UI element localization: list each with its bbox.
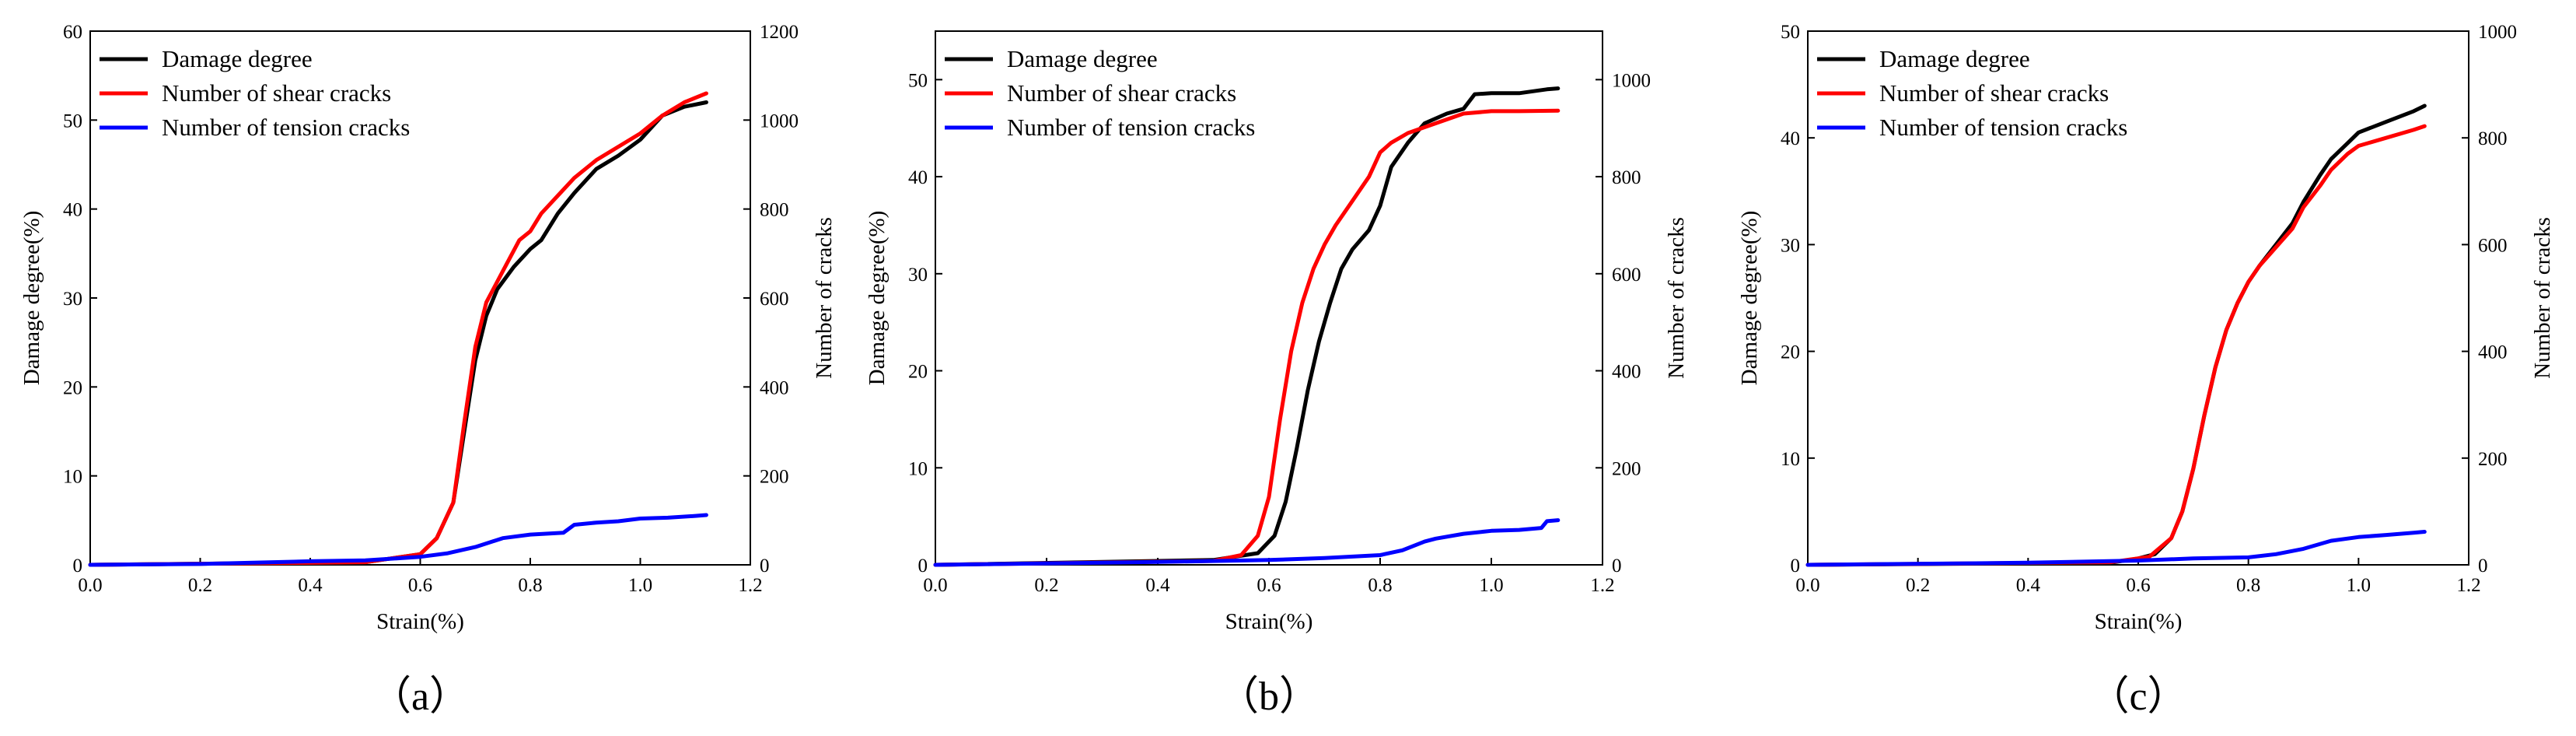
panel-a-y-tick-label: 30: [63, 289, 82, 310]
panel-c-y-tick-label: 40: [1781, 128, 1800, 149]
panel-a-y-tick-label: 20: [63, 377, 82, 398]
panel-b-y-tick-label: 0: [918, 556, 928, 577]
panel-a-x-tick-label: 0.6: [408, 575, 432, 596]
panel-a-y2-tick-label: 800: [760, 200, 789, 221]
panel-c-x-axis-title: Strain(%): [2095, 609, 2183, 634]
panel-c-x-tick-label: 1.0: [2347, 575, 2371, 596]
panel-a-legend-label-3: Number of tension cracks: [162, 114, 410, 141]
panel-b-legend-label-3: Number of tension cracks: [1007, 114, 1255, 141]
panel-c-y-tick-label: 0: [1791, 556, 1801, 577]
panel-b: 0.0 0.2 0.4 0.6 0.8 1.0 1.20102030405002004006…: [865, 30, 1689, 719]
panel-c-x-tick-label: 0.8: [2236, 575, 2260, 596]
panel-b-y-tick-label: 10: [908, 458, 928, 479]
panel-a-series-3-line: [88, 513, 708, 567]
panel-b-x-tick-label: 0.2: [1034, 575, 1058, 596]
panel-c-y2-tick-label: 0: [2478, 556, 2488, 577]
panel-a-caption: （a）: [371, 675, 470, 719]
panel-a: 0.0 0.2 0.4 0.6 0.8 1.0 1.20102030405060020040…: [19, 22, 837, 719]
panel-b-y2-tick-label: 800: [1612, 167, 1641, 188]
panel-a-y-tick-label: 50: [63, 110, 82, 131]
panel-b-legend-label-1: Damage degree: [1007, 45, 1158, 72]
panel-b-y2-tick-label: 1000: [1612, 70, 1651, 91]
panel-b-x-tick-label: 0.4: [1145, 575, 1170, 596]
panel-b-y2-tick-label: 0: [1612, 556, 1622, 577]
panel-c-y2-tick-label: 400: [2478, 342, 2508, 363]
panel-a-plot-frame: [89, 30, 751, 566]
panel-a-y2-axis-title: Number of cracks: [812, 217, 837, 379]
panel-c-x-tick-label: 1.2: [2456, 575, 2480, 596]
panel-b-y2-axis-title: Number of cracks: [1664, 217, 1689, 379]
panel-a-y2-tick-label: 1200: [760, 22, 799, 43]
panel-b-y-tick-label: 20: [908, 362, 928, 383]
panel-b-legend-label-2: Number of shear cracks: [1007, 79, 1236, 107]
panel-a-y2-tick-label: 200: [760, 467, 789, 488]
panel-c-plot-frame: [1807, 30, 2469, 566]
panel-c-legend-label-2: Number of shear cracks: [1879, 79, 2109, 107]
panel-a-x-tick-label: 1.0: [628, 575, 652, 596]
panel-c-y2-axis-title: Number of cracks: [2530, 217, 2555, 379]
panel-b-y-tick-label: 40: [908, 167, 928, 188]
panel-a-x-tick-label: 0.0: [78, 575, 102, 596]
panel-b-x-tick-label: 0.8: [1368, 575, 1392, 596]
panel-a-legend-label-2: Number of shear cracks: [162, 79, 391, 107]
panel-c-y-tick-label: 50: [1781, 22, 1800, 43]
panel-a-legend-label-1: Damage degree: [162, 45, 313, 72]
panel-b-series-3-line: [933, 518, 1561, 567]
panel-b-x-tick-label: 0.0: [923, 575, 947, 596]
panel-b-y-tick-label: 50: [908, 70, 928, 91]
panel-b-y2-tick-label: 400: [1612, 362, 1641, 383]
panel-c-y2-tick-label: 1000: [2478, 22, 2517, 43]
panel-a-y2-tick-label: 600: [760, 289, 789, 310]
panel-c-x-tick-label: 0.4: [2016, 575, 2041, 596]
panel-a-x-axis-title: Strain(%): [376, 609, 464, 634]
panel-a-y-axis-title: Damage degree(%): [19, 211, 44, 386]
panel-c-x-tick-label: 0.2: [1906, 575, 1930, 596]
panel-a-y-tick-label: 0: [73, 556, 83, 577]
panel-c-y2-tick-label: 200: [2478, 449, 2508, 470]
panel-c-y2-tick-label: 600: [2478, 235, 2508, 256]
panel-b-x-tick-label: 0.6: [1257, 575, 1281, 596]
panel-a-y2-tick-label: 0: [760, 556, 770, 577]
panel-c-y-tick-label: 30: [1781, 235, 1800, 256]
panel-c: 0.0 0.2 0.4 0.6 0.8 1.0 1.20102030405002004006…: [1737, 22, 2555, 719]
panel-c-x-tick-label: 0.0: [1795, 575, 1819, 596]
panel-c-y-tick-label: 20: [1781, 342, 1800, 363]
panel-c-series-1-line: [1805, 103, 2427, 567]
panel-b-x-axis-title: Strain(%): [1225, 609, 1313, 634]
panel-c-series-3-line: [1805, 530, 2427, 567]
panel-b-series-1-line: [933, 86, 1561, 567]
panel-b-x-tick-label: 1.0: [1479, 575, 1503, 596]
panel-c-series-2-line: [1805, 124, 2427, 567]
panel-a-x-tick-label: 0.8: [518, 575, 542, 596]
panel-c-y2-tick-label: 800: [2478, 128, 2508, 149]
panel-a-y2-tick-label: 400: [760, 377, 789, 398]
panel-b-x-tick-label: 1.2: [1590, 575, 1614, 596]
panel-c-legend-label-1: Damage degree: [1879, 45, 2030, 72]
panel-a-y-tick-label: 60: [63, 22, 82, 43]
panel-c-y-tick-label: 10: [1781, 449, 1800, 470]
panel-a-x-tick-label: 0.4: [298, 575, 323, 596]
panel-c-legend-label-3: Number of tension cracks: [1879, 114, 2127, 141]
panel-a-y-tick-label: 40: [63, 200, 82, 221]
panel-a-x-tick-label: 1.2: [738, 575, 762, 596]
panel-a-series-2-line: [88, 91, 708, 567]
panel-b-caption: （b）: [1218, 675, 1319, 719]
panel-c-caption: （c）: [2088, 675, 2187, 719]
panel-b-y-axis-title: Damage degree(%): [865, 211, 890, 386]
panel-a-x-tick-label: 0.2: [188, 575, 212, 596]
panel-a-series-1-line: [88, 100, 708, 567]
panel-c-x-tick-label: 0.6: [2126, 575, 2150, 596]
panel-b-y-tick-label: 30: [908, 265, 928, 286]
panel-a-y-tick-label: 10: [63, 467, 82, 488]
panel-a-y2-tick-label: 1000: [760, 110, 799, 131]
panel-b-y2-tick-label: 600: [1612, 265, 1641, 286]
panel-b-series-2-line: [933, 108, 1561, 567]
panel-b-y2-tick-label: 200: [1612, 458, 1641, 479]
panel-c-y-axis-title: Damage degree(%): [1737, 211, 1762, 386]
